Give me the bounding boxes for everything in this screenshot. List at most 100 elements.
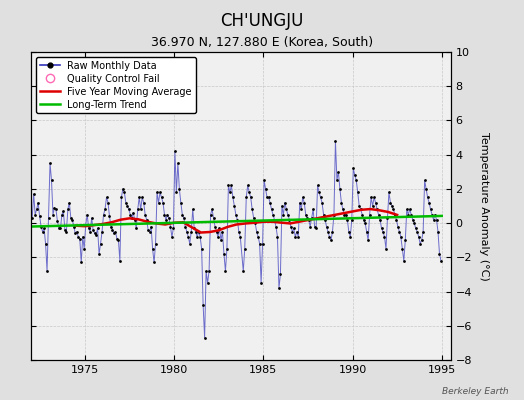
Point [235,228,243,235]
Point [46,160,54,166]
Point [310,223,319,230]
Point [239,268,247,274]
Point [372,199,380,206]
Point [80,246,89,252]
Point [47,177,56,184]
Point [365,211,374,218]
Point [342,211,350,218]
Point [431,211,439,218]
Point [397,234,405,240]
Point [257,280,265,286]
Point [70,223,78,230]
Point [28,215,36,221]
Point [331,138,340,144]
Point [413,228,421,235]
Point [356,206,365,213]
Point [71,230,80,236]
Point [166,223,174,230]
Point [367,194,375,201]
Point [208,206,216,213]
Point [43,268,51,274]
Point [236,234,245,240]
Point [300,199,309,206]
Point [377,225,386,232]
Point [132,225,140,232]
Point [146,228,154,235]
Point [116,258,124,264]
Point [181,223,190,230]
Point [125,206,133,213]
Point [343,216,352,223]
Point [159,199,167,206]
Point [228,194,237,201]
Point [194,228,203,235]
Point [163,211,172,218]
Point [203,280,212,286]
Point [249,215,258,221]
Point [135,194,144,201]
Point [172,189,181,196]
Point [409,216,417,223]
Point [182,228,191,235]
Point [155,199,163,206]
Point [230,203,238,209]
Point [267,206,276,213]
Point [171,148,179,154]
Point [352,177,361,184]
Point [349,165,357,172]
Point [137,206,145,213]
Point [398,246,407,252]
Point [276,271,285,278]
Point [29,191,38,197]
Point [77,259,85,266]
Point [193,234,201,240]
Point [54,225,63,232]
Point [41,240,50,247]
Point [313,182,322,189]
Point [270,216,279,223]
Point [410,220,418,226]
Point [392,216,400,223]
Point [309,206,318,213]
Point [61,227,69,233]
Point [420,177,429,184]
Point [93,225,102,232]
Point [173,160,182,166]
Point [272,223,280,230]
Point [321,216,329,223]
Point [389,206,398,213]
Point [162,216,170,223]
Point [92,232,100,238]
Point [86,228,94,235]
Point [368,203,377,209]
Point [278,203,286,209]
Point [402,206,411,213]
Point [38,228,47,235]
Point [205,268,213,274]
Point [364,237,373,244]
Point [220,251,228,257]
Point [185,240,194,247]
Point [102,194,111,201]
Point [45,215,53,221]
Point [187,228,195,235]
Point [191,228,200,235]
Point [334,168,343,175]
Point [316,194,325,201]
Point [315,189,323,196]
Point [210,215,218,221]
Point [31,211,39,218]
Point [110,230,118,236]
Point [126,211,135,218]
Point [435,251,444,257]
Point [318,199,326,206]
Point [118,186,127,192]
Point [283,211,292,218]
Point [304,216,313,223]
Point [418,237,426,244]
Point [379,228,387,235]
Point [177,199,185,206]
Point [266,199,274,206]
Point [59,208,68,214]
Point [150,259,158,266]
